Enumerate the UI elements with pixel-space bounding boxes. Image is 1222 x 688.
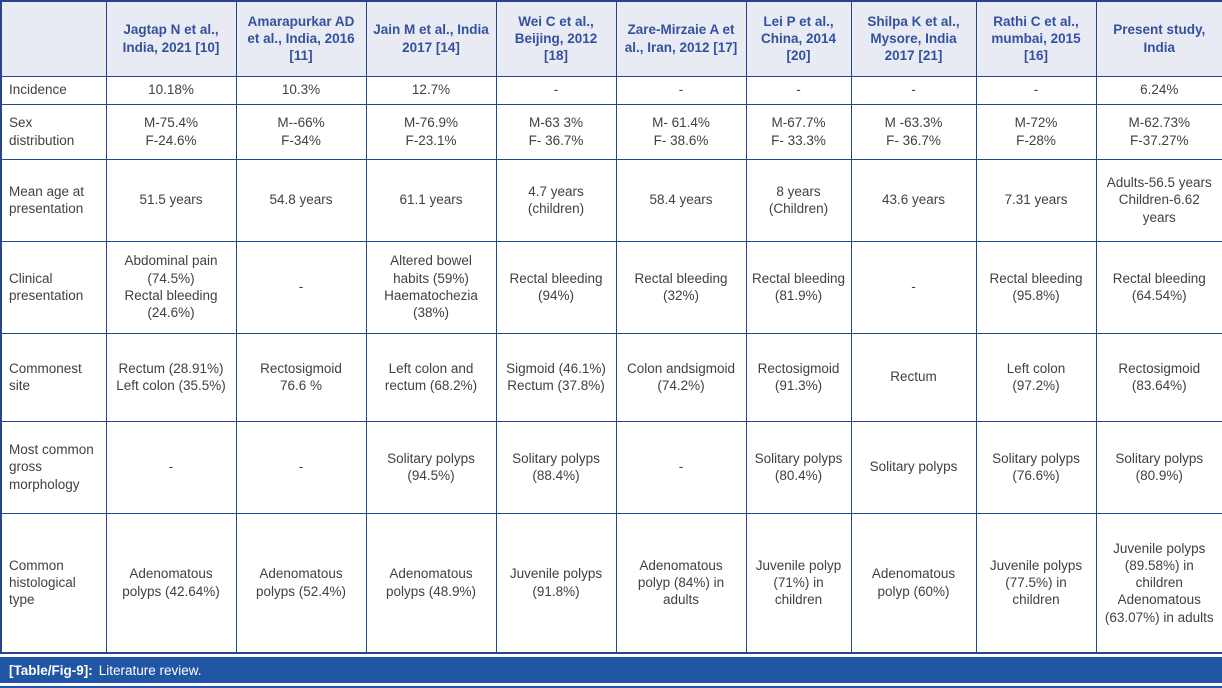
table-cell: - xyxy=(495,75,617,105)
table-body: Incidence 10.18% 10.3% 12.7% - - - - -6.24% Sex d… xyxy=(0,75,1222,654)
table-cell: Adenomatous polyp (84%) in adults xyxy=(615,512,747,654)
table-cell: - xyxy=(615,420,747,514)
table-cell: 10.3% xyxy=(235,75,367,105)
table-cell: - xyxy=(975,75,1097,105)
column-header: Wei C et al., Beijing, 2012 [18] xyxy=(495,0,617,77)
table-cell: M--66% F-34% xyxy=(235,103,367,160)
caption-bar: [Table/Fig-9]: Literature review. xyxy=(0,657,1222,683)
table-cell: M-75.4% F-24.6% xyxy=(105,103,237,160)
table-cell: Rectal bleeding (32%) xyxy=(615,240,747,334)
table-row: Sex distribution M-75.4% F-24.6% M--66% F-… xyxy=(0,103,1222,160)
table-row: Incidence 10.18% 10.3% 12.7% - - - - -6.24% xyxy=(0,75,1222,105)
table-cell: Colon andsigmoid (74.2%) xyxy=(615,332,747,422)
table-cell: Solitary polyps (80.9%) xyxy=(1095,420,1222,514)
table-cell: Adenomatous polyp (60%) xyxy=(850,512,977,654)
table-cell: Left colon and rectum (68.2%) xyxy=(365,332,497,422)
table-cell: Solitary polyps (76.6%) xyxy=(975,420,1097,514)
table-cell: Solitary polyps (80.4%) xyxy=(745,420,852,514)
row-label: Common histological type xyxy=(0,512,107,654)
table-cell: M- 61.4% F- 38.6% xyxy=(615,103,747,160)
column-header: Rathi C et al., mumbai, 2015 [16] xyxy=(975,0,1097,77)
column-header: Shilpa K et al., Mysore, India 2017 [21] xyxy=(850,0,977,77)
row-label: Sex distribution xyxy=(0,103,107,160)
table-cell: Rectum xyxy=(850,332,977,422)
table-cell: Rectosigmoid (91.3%) xyxy=(745,332,852,422)
literature-review-table: Jagtap N et al., India, 2021 [10] Amarapu… xyxy=(0,0,1222,654)
table-cell: Solitary polyps xyxy=(850,420,977,514)
row-label: Commonest site xyxy=(0,332,107,422)
table-cell: 8 years (Children) xyxy=(745,158,852,242)
column-header: Amarapurkar AD et al., India, 2016 [11] xyxy=(235,0,367,77)
table-cell: - xyxy=(850,240,977,334)
table-cell: M-72% F-28% xyxy=(975,103,1097,160)
table-cell: Rectosigmoid (83.64%) xyxy=(1095,332,1222,422)
column-header: Jagtap N et al., India, 2021 [10] xyxy=(105,0,237,77)
caption-text: Literature review. xyxy=(98,662,202,678)
column-header: Lei P et al., China, 2014 [20] xyxy=(745,0,852,77)
header-row: Jagtap N et al., India, 2021 [10] Amarapu… xyxy=(0,0,1222,77)
table-cell: 7.31 years xyxy=(975,158,1097,242)
table-cell: M-62.73% F-37.27% xyxy=(1095,103,1222,160)
table-row: Clinical presentation Abdominal pain (74.… xyxy=(0,240,1222,334)
table-cell: Juvenile polyp (71%) in children xyxy=(745,512,852,654)
table-row: Mean age at presentation 51.5 years 54.8 y… xyxy=(0,158,1222,242)
table-cell: Solitary polyps (94.5%) xyxy=(365,420,497,514)
table-cell: 12.7% xyxy=(365,75,497,105)
table-cell: Rectal bleeding (81.9%) xyxy=(745,240,852,334)
table-cell: - xyxy=(235,240,367,334)
table-cell: 54.8 years xyxy=(235,158,367,242)
table-row: Commonest site Rectum (28.91%) Left colon… xyxy=(0,332,1222,422)
table-cell: M-63 3% F- 36.7% xyxy=(495,103,617,160)
row-label: Clinical presentation xyxy=(0,240,107,334)
table-cell: M-76.9% F-23.1% xyxy=(365,103,497,160)
table-cell: - xyxy=(235,420,367,514)
table-cell: 43.6 years xyxy=(850,158,977,242)
table-cell: Adults-56.5 years Children-6.62 years xyxy=(1095,158,1222,242)
table-cell: Rectal bleeding (94%) xyxy=(495,240,617,334)
table-cell: Altered bowel habits (59%) Haematochezia… xyxy=(365,240,497,334)
table-cell: Rectosigmoid 76.6 % xyxy=(235,332,367,422)
table-cell: Abdominal pain (74.5%) Rectal bleeding (… xyxy=(105,240,237,334)
table-cell: - xyxy=(105,420,237,514)
row-label: Incidence xyxy=(0,75,107,105)
table-cell: 10.18% xyxy=(105,75,237,105)
table-cell: Adenomatous polyps (42.64%) xyxy=(105,512,237,654)
table-cell: 58.4 years xyxy=(615,158,747,242)
table-cell: 6.24% xyxy=(1095,75,1222,105)
table-row: Most common gross morphology - - Solitary p… xyxy=(0,420,1222,514)
table-cell: M-67.7% F- 33.3% xyxy=(745,103,852,160)
table-cell: M -63.3% F- 36.7% xyxy=(850,103,977,160)
table-cell: Solitary polyps (88.4%) xyxy=(495,420,617,514)
row-label: Mean age at presentation xyxy=(0,158,107,242)
corner-cell xyxy=(0,0,107,77)
table-cell: Juvenile polyps (91.8%) xyxy=(495,512,617,654)
table-row: Common histological type Adenomatous poly… xyxy=(0,512,1222,654)
table-cell: 61.1 years xyxy=(365,158,497,242)
table-cell: - xyxy=(850,75,977,105)
table-cell: Left colon (97.2%) xyxy=(975,332,1097,422)
table-cell: Rectal bleeding (64.54%) xyxy=(1095,240,1222,334)
table-cell: Sigmoid (46.1%) Rectum (37.8%) xyxy=(495,332,617,422)
table-cell: Rectum (28.91%) Left colon (35.5%) xyxy=(105,332,237,422)
caption-tag: [Table/Fig-9]: xyxy=(9,662,93,678)
table-cell: Adenomatous polyps (48.9%) xyxy=(365,512,497,654)
table-cell: - xyxy=(745,75,852,105)
column-header: Present study, India xyxy=(1095,0,1222,77)
table-cell: 51.5 years xyxy=(105,158,237,242)
table-cell: Juvenile polyps (89.58%) in children Ade… xyxy=(1095,512,1222,654)
column-header: Zare-Mirzaie A et al., Iran, 2012 [17] xyxy=(615,0,747,77)
table-cell: 4.7 years (children) xyxy=(495,158,617,242)
row-label: Most common gross morphology xyxy=(0,420,107,514)
table-cell: Adenomatous polyps (52.4%) xyxy=(235,512,367,654)
table-cell: - xyxy=(615,75,747,105)
table-cell: Juvenile polyps (77.5%) in children xyxy=(975,512,1097,654)
column-header: Jain M et al., India 2017 [14] xyxy=(365,0,497,77)
table-cell: Rectal bleeding (95.8%) xyxy=(975,240,1097,334)
